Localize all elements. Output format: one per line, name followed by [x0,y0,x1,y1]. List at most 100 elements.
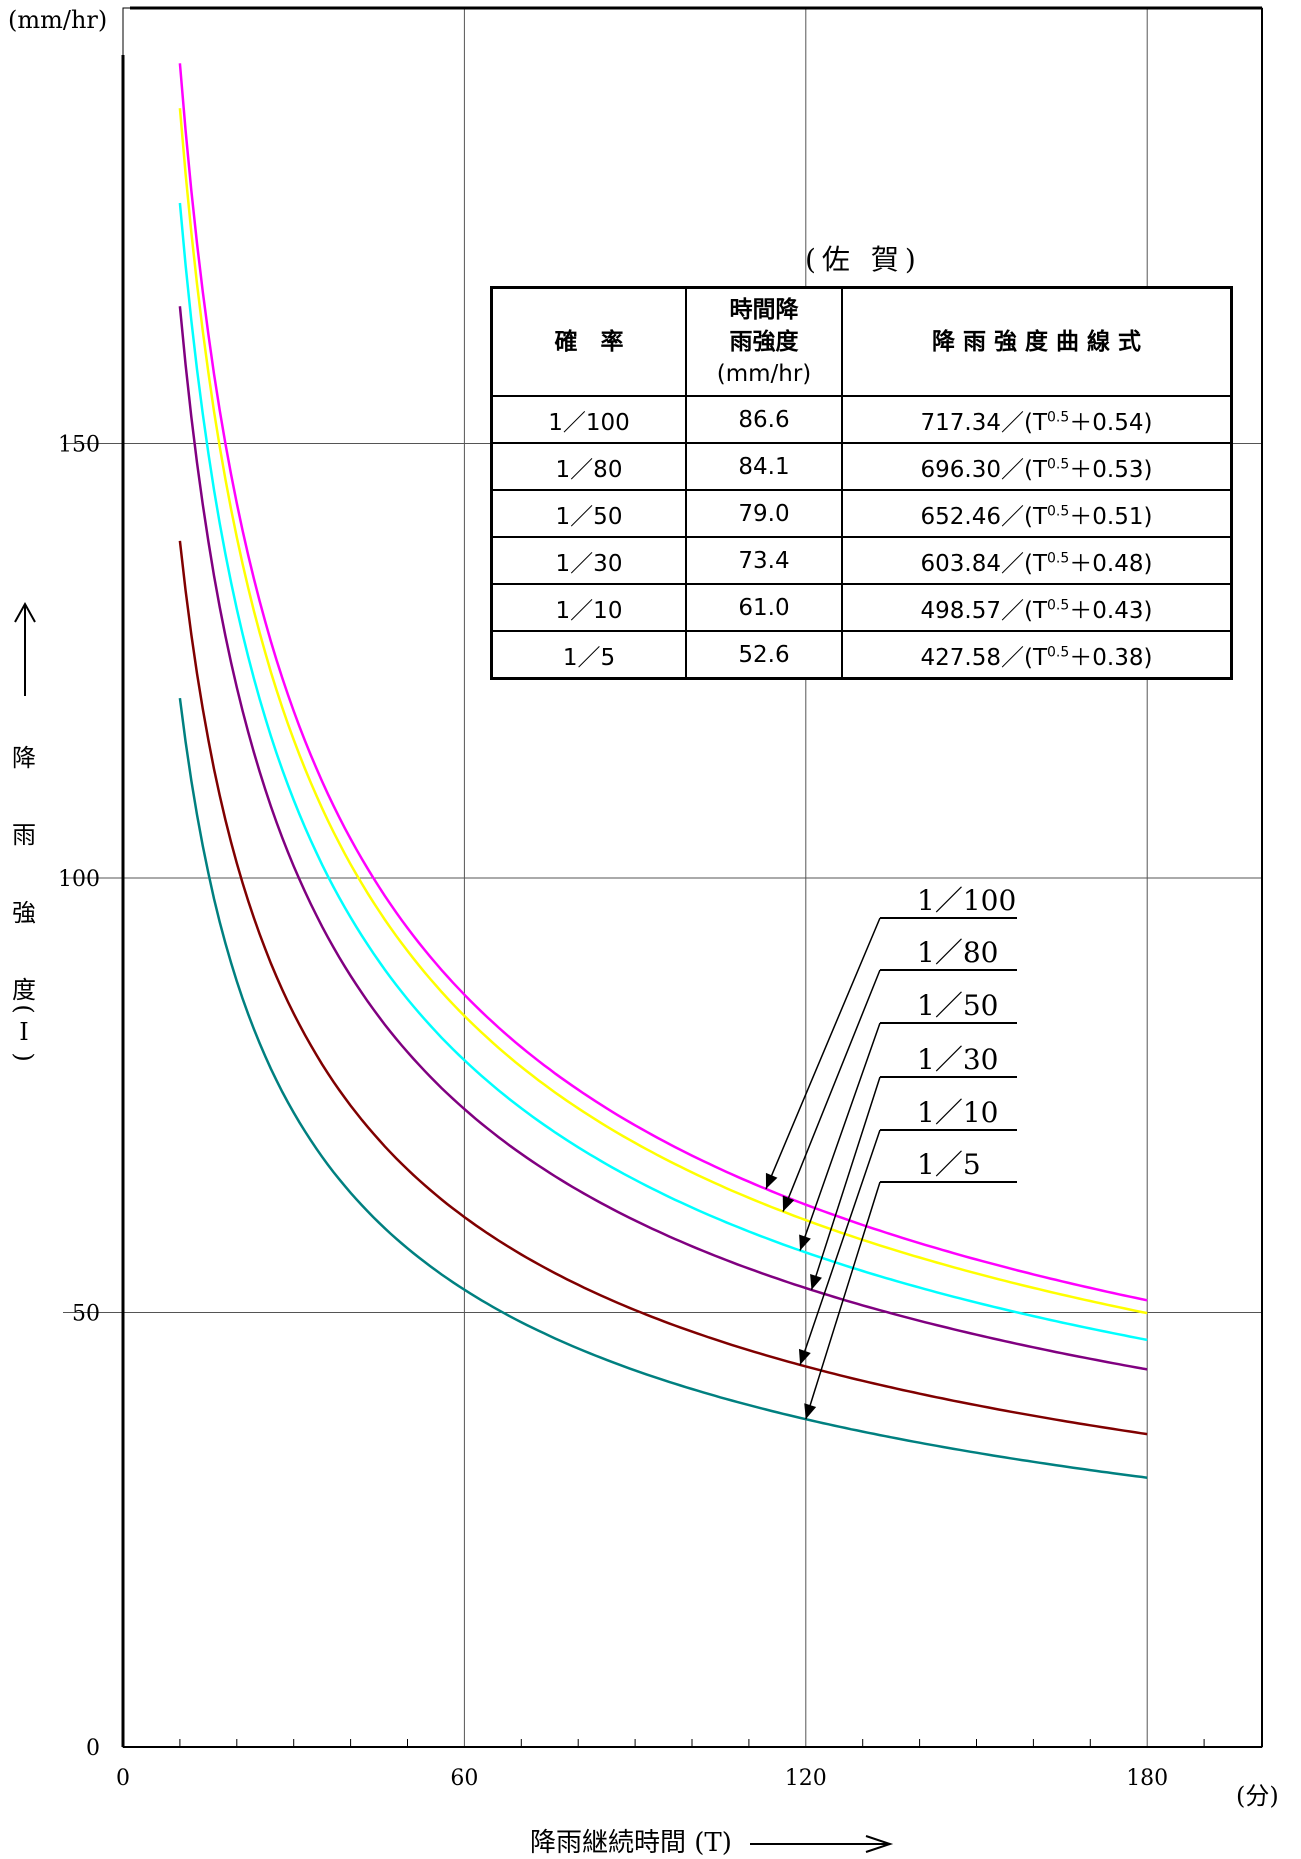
formula-prefix: 652.46／(T [920,503,1048,530]
table-row: 1／50 79.0 652.46／(T0.5＋0.51) [490,489,1233,538]
cell-formula: 652.46／(T0.5＋0.51) [841,489,1233,538]
arrowhead-icon [799,1234,811,1251]
cell-probability: 1／5 [490,630,687,680]
leader-line [799,1129,881,1366]
up-arrow-icon [14,601,36,696]
header-formula: 降 雨 強 度 曲 線 式 [841,286,1233,397]
table-title: (佐 賀) [805,243,922,276]
formula-prefix: 427.58／(T [920,644,1048,671]
table-row: 1／5 52.6 427.58／(T0.5＋0.38) [490,630,1233,680]
formula-exponent: 0.5 [1047,455,1070,472]
curve-layer [178,63,1148,1479]
cell-formula: 717.34／(T0.5＋0.54) [841,395,1233,444]
y-tick-label: 100 [58,867,100,892]
cell-probability: 1／100 [490,395,687,444]
cell-formula: 603.84／(T0.5＋0.48) [841,536,1233,585]
leader-line [782,969,881,1212]
y-title-char-3: 度 [12,976,36,1004]
series-label: 1／10 [917,1096,998,1129]
arrowhead-icon [810,1273,822,1290]
header-probability: 確 率 [490,286,687,397]
series-label: 1／100 [917,884,1016,917]
y-tick-label: 50 [72,1302,100,1327]
formula-exponent: 0.5 [1047,502,1070,519]
arrowhead-icon [804,1403,817,1420]
x-tick-label: 180 [1126,1766,1168,1791]
series-label: 1／50 [917,989,998,1022]
formula-suffix: ＋0.53) [1069,456,1153,483]
formula-table: 確 率 時間降 雨強度 (mm/hr) 降 雨 強 度 曲 線 式 1／100 … [490,286,1233,680]
cell-probability: 1／30 [490,536,687,585]
x-tick-label: 120 [785,1766,827,1791]
formula-exponent: 0.5 [1047,408,1070,425]
cell-intensity: 61.0 [685,583,843,632]
table-row: 1／100 86.6 717.34／(T0.5＋0.54) [490,395,1233,444]
series-label: 1／80 [917,936,998,969]
formula-prefix: 717.34／(T [920,409,1048,436]
x-tick-label: 60 [450,1766,478,1791]
x-axis-title: 降雨継続時間 (T) [530,1822,896,1859]
leader-line [805,1181,881,1420]
y-title-char-5: I [19,1018,29,1046]
header-intensity: 時間降 雨強度 (mm/hr) [685,286,843,397]
cell-probability: 1／10 [490,583,687,632]
formula-prefix: 498.57／(T [920,597,1048,624]
y-title-char-2: 強 [12,899,36,927]
leader-line [765,917,881,1190]
series-line-1-50 [178,202,1148,1342]
y-tick-label: 0 [86,1736,100,1761]
cell-intensity: 73.4 [685,536,843,585]
leader-line [799,1022,881,1251]
formula-suffix: ＋0.51) [1069,503,1153,530]
table-row: 1／10 61.0 498.57／(T0.5＋0.43) [490,583,1233,632]
axis-layer: 0 60 120 180 0 50 100 150 [58,6,1263,1791]
y-tick-label: 150 [58,433,100,458]
cell-probability: 1／80 [490,442,687,491]
x-tick-label: 0 [116,1766,130,1791]
arrowhead-icon [782,1195,795,1212]
formula-prefix: 696.30／(T [920,456,1048,483]
header-intensity-line3: (mm/hr) [716,361,812,387]
cell-intensity: 52.6 [685,630,843,680]
grid-layer [63,7,1263,1748]
series-line-1-100 [178,63,1148,1302]
cell-formula: 427.58／(T0.5＋0.38) [841,630,1233,680]
formula-suffix: ＋0.38) [1069,644,1153,671]
cell-formula: 696.30／(T0.5＋0.53) [841,442,1233,491]
formula-prefix: 603.84／(T [920,550,1048,577]
series-line-1-80 [178,108,1148,1315]
table-row: 1／30 73.4 603.84／(T0.5＋0.48) [490,536,1233,585]
y-title-char-1: 雨 [12,821,36,849]
cell-intensity: 86.6 [685,395,843,444]
formula-exponent: 0.5 [1047,549,1070,566]
formula-suffix: ＋0.48) [1069,550,1153,577]
table-header-row: 確 率 時間降 雨強度 (mm/hr) 降 雨 強 度 曲 線 式 [490,286,1233,397]
formula-exponent: 0.5 [1047,643,1070,660]
leader-layer: 1／100 1／80 1／50 1／30 1／10 1／5 [765,884,1017,1420]
cell-intensity: 79.0 [685,489,843,538]
leader-line [810,1076,881,1291]
formula-suffix: ＋0.54) [1069,409,1153,436]
header-intensity-line1: 時間降 [729,297,799,323]
series-label: 1／30 [917,1043,998,1076]
cell-formula: 498.57／(T0.5＋0.43) [841,583,1233,632]
formula-exponent: 0.5 [1047,596,1070,613]
table-row: 1／80 84.1 696.30／(T0.5＋0.53) [490,442,1233,491]
series-line-1-10 [178,540,1148,1436]
y-arrow [5,600,45,700]
x-axis-title-text: 降雨継続時間 (T) [530,1828,732,1858]
arrowhead-icon [798,1348,811,1365]
y-title-char-6: ) [10,1052,38,1062]
y-unit-label: (mm/hr) [8,6,108,34]
series-label: 1／5 [917,1148,981,1181]
arrowhead-icon [765,1172,778,1189]
right-arrow-icon [750,1835,894,1853]
cell-probability: 1／50 [490,489,687,538]
series-line-1-5 [178,697,1148,1479]
formula-suffix: ＋0.43) [1069,597,1153,624]
header-intensity-line2: 雨強度 [729,329,799,355]
series-line-1-30 [178,306,1148,1371]
x-unit-label: (分) [1236,1782,1279,1810]
y-title-char-0: 降 [12,744,36,772]
